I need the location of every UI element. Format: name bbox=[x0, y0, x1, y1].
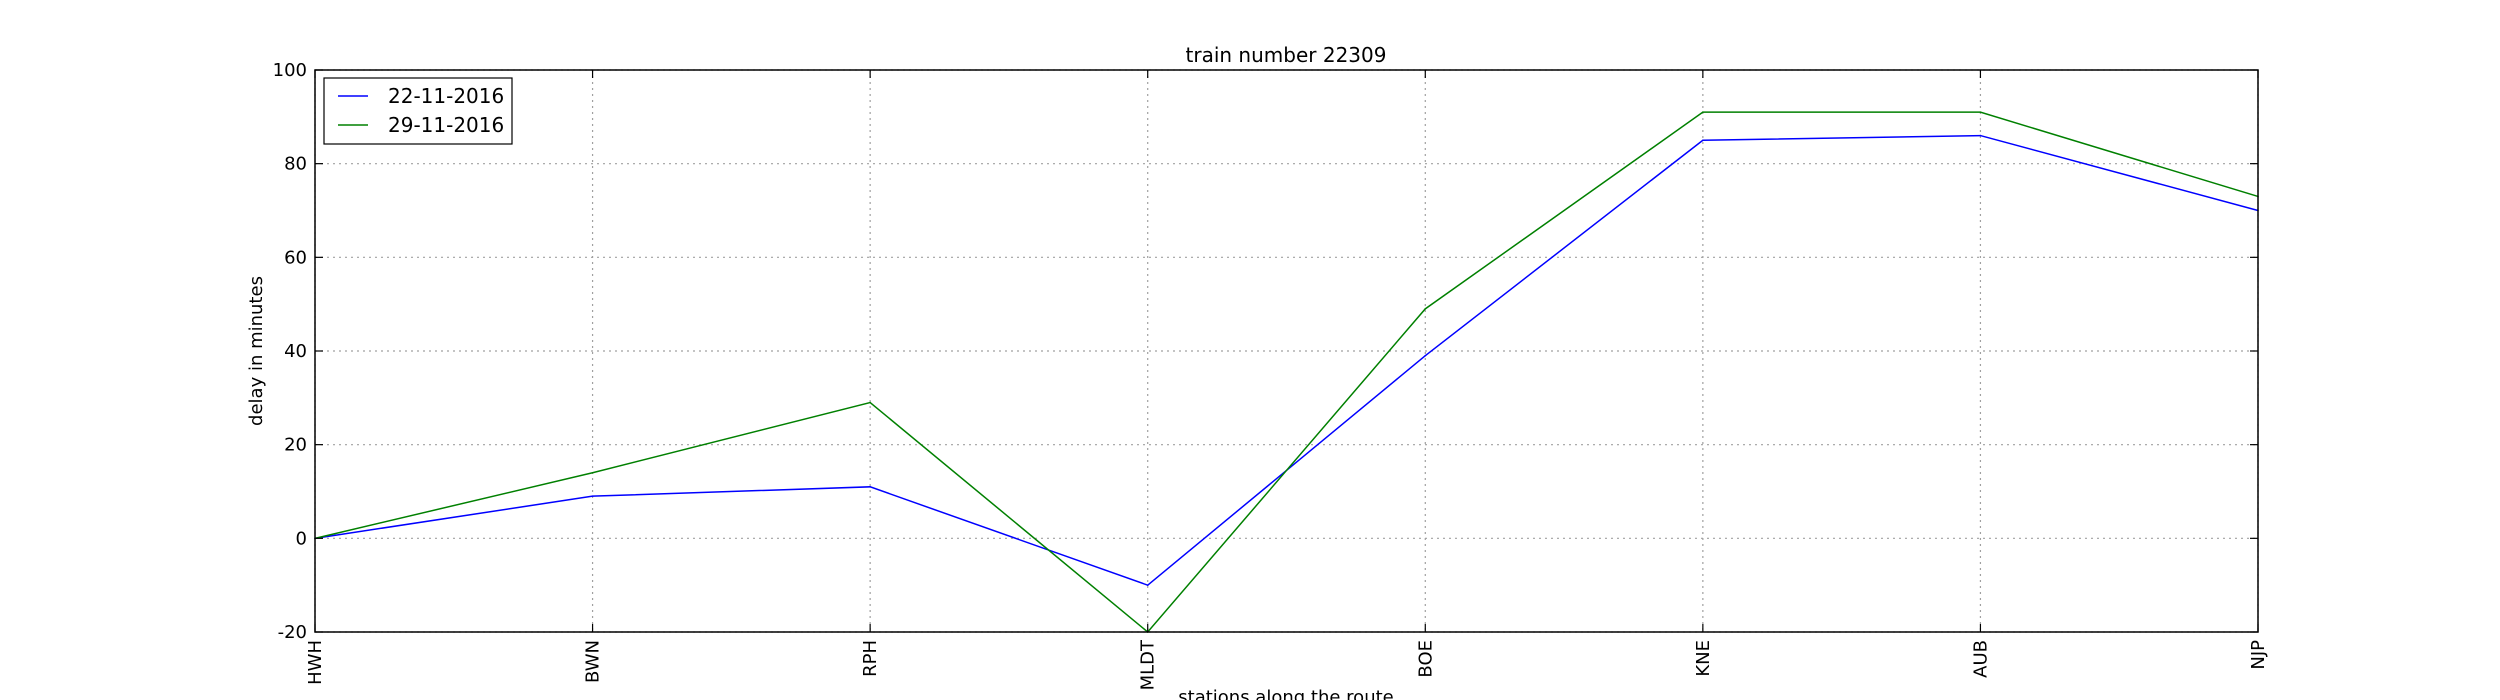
grid-layer bbox=[314, 69, 2259, 633]
y-tick-label: 100 bbox=[273, 60, 307, 81]
y-tick-label: -20 bbox=[278, 622, 307, 643]
data-point-series-1 bbox=[1146, 584, 1149, 586]
tick-layer: -20 0 20 40 60 80 100 HWH BWN RPH MLDT BOE KNE AUB NJP bbox=[273, 60, 2269, 690]
data-point-series-2 bbox=[1424, 308, 1427, 310]
series-line-2 bbox=[314, 111, 2259, 634]
legend-label-1: 22-11-2016 bbox=[388, 84, 504, 108]
x-tick-label: BWN bbox=[583, 640, 604, 683]
x-tick-label: RPH bbox=[860, 640, 881, 677]
y-tick-label: 20 bbox=[284, 435, 307, 456]
x-tick-label: KNE bbox=[1693, 640, 1714, 677]
x-tick-label: AUB bbox=[1970, 640, 1991, 678]
y-tick-label: 0 bbox=[296, 528, 307, 549]
y-tick-label: 40 bbox=[284, 341, 307, 362]
series-line-1 bbox=[314, 134, 2259, 587]
data-point-series-1 bbox=[869, 486, 871, 488]
y-tick-label: 80 bbox=[284, 154, 307, 175]
data-point-series-1 bbox=[1424, 354, 1427, 357]
x-tick-label: NJP bbox=[2248, 640, 2269, 670]
data-point-series-2 bbox=[1702, 111, 1704, 113]
legend-label-2: 29-11-2016 bbox=[388, 113, 504, 137]
data-point-series-1 bbox=[591, 495, 594, 497]
x-tick-label: MLDT bbox=[1138, 639, 1159, 690]
data-point-series-1 bbox=[1702, 139, 1704, 142]
y-tick-label: 60 bbox=[284, 247, 307, 268]
legend-box bbox=[323, 77, 513, 145]
x-tick-label: HWH bbox=[305, 640, 326, 685]
data-point-series-2 bbox=[869, 401, 871, 404]
x-axis-label: stations along the route bbox=[1178, 687, 1393, 700]
legend: 22-11-2016 29-11-2016 bbox=[323, 77, 513, 145]
data-point-series-2 bbox=[591, 471, 594, 474]
series-layer bbox=[314, 111, 2259, 634]
y-axis-label: delay in minutes bbox=[246, 276, 267, 426]
x-tick-label: BOE bbox=[1415, 640, 1436, 678]
data-point-series-1 bbox=[1979, 134, 1982, 137]
data-point-series-2 bbox=[1979, 111, 1982, 113]
chart-title: train number 22309 bbox=[1186, 43, 1387, 67]
